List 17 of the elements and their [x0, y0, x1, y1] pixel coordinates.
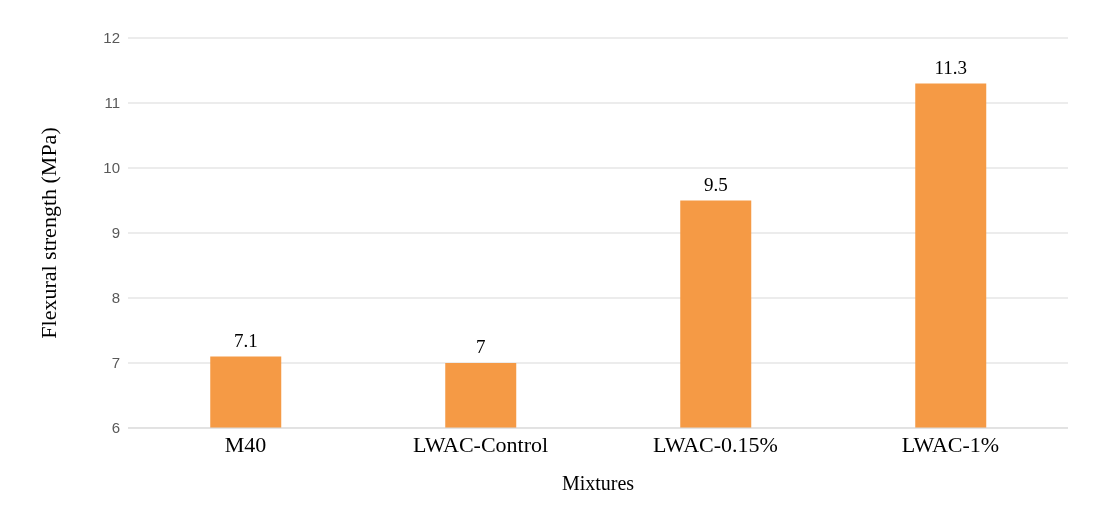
x-tick-label: M40	[224, 431, 267, 457]
x-tick-label: LWAC-1%	[901, 431, 1000, 457]
x-tick-label: LWAC-0.15%	[653, 431, 778, 457]
y-tick-label: 6	[111, 419, 120, 437]
y-tick-label: 9	[111, 224, 120, 242]
y-tick-label: 11	[104, 94, 120, 112]
data-label: 7	[476, 336, 486, 357]
x-axis-title: Mixtures	[561, 472, 635, 494]
data-label: 11.3	[934, 56, 968, 78]
y-tick-label: 8	[111, 289, 120, 307]
y-axis-title: Flexural strength (MPa)	[35, 127, 61, 339]
y-tick-label: 10	[103, 159, 120, 177]
y-tick-label: 7	[111, 354, 120, 372]
x-tick-label: LWAC-Control	[412, 431, 549, 457]
y-tick-label: 12	[103, 29, 120, 47]
data-label: 7.1	[233, 329, 258, 351]
data-label: 9.5	[703, 173, 728, 195]
